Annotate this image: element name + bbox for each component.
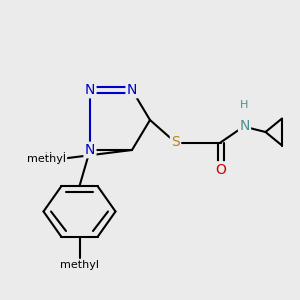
Text: methyl: methyl [27,154,66,164]
Text: N: N [127,83,137,97]
Text: methyl: methyl [60,260,99,271]
Text: N: N [239,119,250,133]
Text: N: N [85,83,95,97]
Text: methyl: methyl [27,152,66,163]
Text: S: S [171,136,180,149]
Text: H: H [240,100,249,110]
Text: N: N [85,143,95,157]
Text: O: O [215,163,226,176]
